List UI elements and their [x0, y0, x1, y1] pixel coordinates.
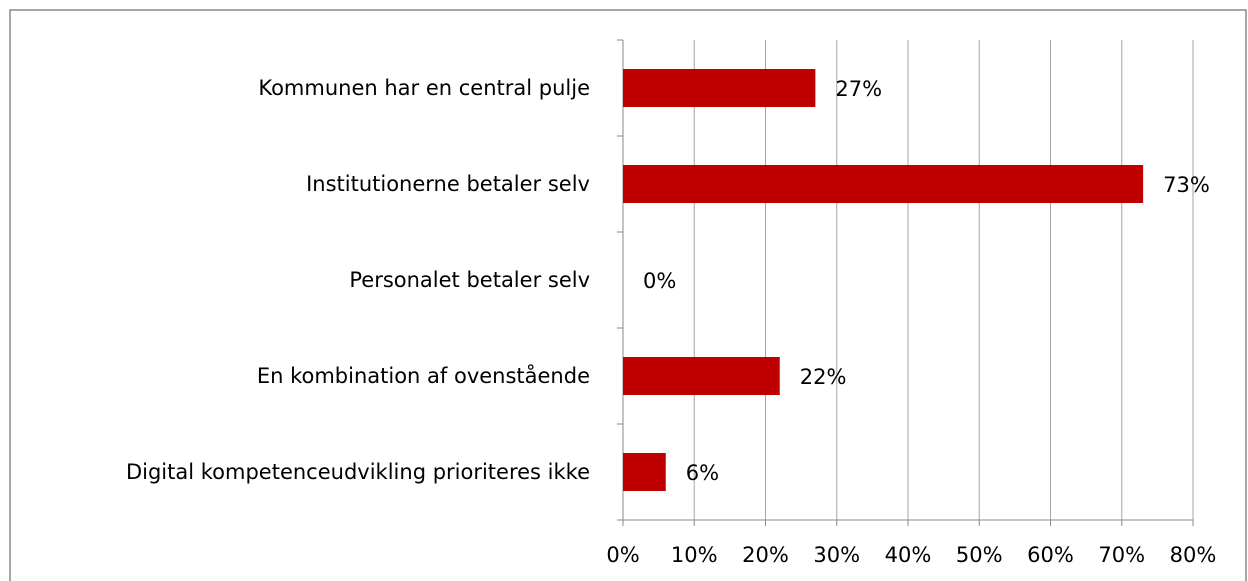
- y-tick-label-box: Digital kompetenceudvikling prioriteres …: [10, 457, 590, 487]
- data-label: 6%: [686, 461, 719, 485]
- frame: [9, 9, 1247, 581]
- y-tick-label: Personalet betaler selv: [349, 268, 590, 292]
- x-tick-label: 20%: [742, 543, 789, 567]
- y-tick-label: En kombination af ovenstående: [256, 364, 590, 388]
- x-tick-label: 10%: [671, 543, 718, 567]
- data-label: 73%: [1163, 173, 1210, 197]
- x-tick-label: 40%: [885, 543, 932, 567]
- y-tick-label-box: Institutionerne betaler selv: [10, 169, 590, 199]
- y-tick-label-box: Personalet betaler selv: [10, 265, 590, 295]
- y-tick-label-box: Kommunen har en central pulje: [10, 73, 590, 103]
- bar: [623, 357, 780, 395]
- x-tick-label: 0%: [606, 543, 639, 567]
- data-label: 0%: [643, 269, 676, 293]
- x-tick-label: 30%: [813, 543, 860, 567]
- y-tick-label: Digital kompetenceudvikling prioriteres …: [125, 460, 590, 484]
- x-tick-label: 50%: [956, 543, 1003, 567]
- x-tick-label: 80%: [1170, 543, 1217, 567]
- y-tick-label: Kommunen har en central pulje: [258, 76, 590, 100]
- y-tick-label: Institutionerne betaler selv: [306, 172, 590, 196]
- bar: [623, 165, 1144, 203]
- bar: [623, 453, 666, 491]
- x-tick-label: 60%: [1027, 543, 1074, 567]
- data-label: 22%: [800, 365, 847, 389]
- y-tick-label-box: En kombination af ovenstående: [10, 361, 590, 391]
- bar: [623, 69, 816, 107]
- data-label: 27%: [835, 77, 882, 101]
- x-tick-label: 70%: [1098, 543, 1145, 567]
